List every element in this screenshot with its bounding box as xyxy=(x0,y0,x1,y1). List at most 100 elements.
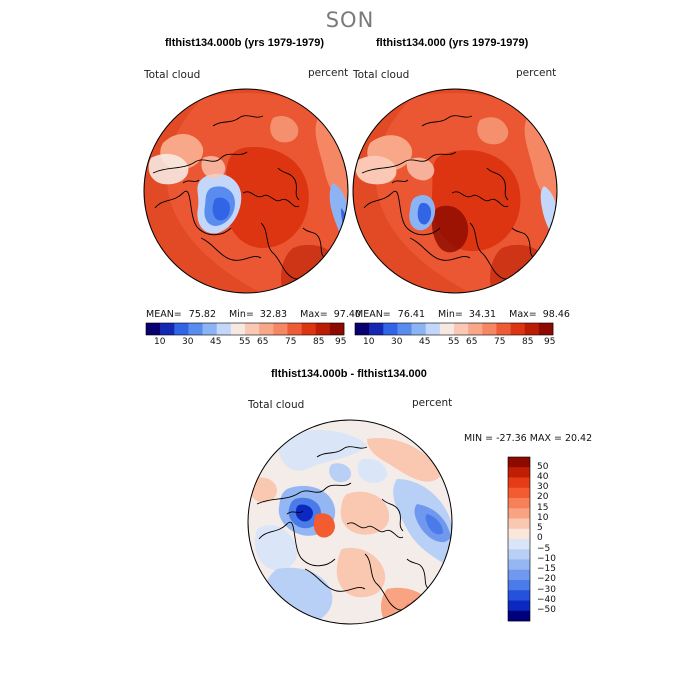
cbar1-swatch-10 xyxy=(287,323,302,335)
cbar2-swatch-3 xyxy=(397,323,412,335)
panel1-min-value: 32.83 xyxy=(259,309,288,320)
diff-legend-swatch-8 xyxy=(508,539,530,550)
panel2-min-value: 34.31 xyxy=(468,309,497,320)
cbar2-swatch-4 xyxy=(411,323,427,335)
cbar1-swatch-4 xyxy=(202,323,218,335)
diff-legend-swatch-1 xyxy=(508,467,530,478)
diff-polar-map xyxy=(247,419,453,625)
cbar2-swatch-0 xyxy=(355,323,370,335)
panel1-min-label: Min= xyxy=(229,309,254,320)
cbar1-tick-2: 45 xyxy=(210,337,222,347)
cbar1-tick-7: 95 xyxy=(335,337,347,347)
cbar1-tick-3: 55 xyxy=(239,337,251,347)
diff-legend-swatch-5 xyxy=(508,508,530,519)
cbar1-swatch-0 xyxy=(146,323,161,335)
cbar1-tick-0: 10 xyxy=(154,337,166,347)
cbar2-swatch-12 xyxy=(524,323,540,335)
dleg-tick-0: 50 xyxy=(537,462,549,472)
dleg-tick-8: −5 xyxy=(537,544,551,554)
dleg-tick-6: 5 xyxy=(537,523,543,533)
dleg-tick-9: −10 xyxy=(537,554,556,564)
diff-colorbar-ticks: 50 40 30 20 15 10 5 0 −5 −10 −15 −20 −30… xyxy=(537,457,577,627)
diff-colorbar xyxy=(507,456,531,622)
cbar1-swatch-1 xyxy=(160,323,175,335)
diff-legend-swatch-4 xyxy=(508,498,530,509)
dleg-tick-11: −20 xyxy=(537,574,556,584)
cbar1-tick-6: 85 xyxy=(313,337,325,347)
diff-legend-swatch-11 xyxy=(508,569,530,581)
panel2-colorbar-ticks: 10 30 45 55 65 75 85 95 xyxy=(355,337,556,349)
diff-legend-swatch-9 xyxy=(508,549,530,560)
dleg-tick-3: 20 xyxy=(537,492,549,502)
panel2-variable-label: Total cloud xyxy=(353,69,410,81)
dleg-tick-12: −30 xyxy=(537,585,556,595)
season-title: SON xyxy=(325,8,375,32)
cbar1-swatch-9 xyxy=(273,323,288,335)
cbar2-swatch-9 xyxy=(482,323,497,335)
cbar2-tick-6: 85 xyxy=(522,337,534,347)
cbar1-tick-5: 75 xyxy=(285,337,297,347)
panel1-mean-label: MEAN= xyxy=(146,309,182,320)
diff-legend-swatch-3 xyxy=(508,487,530,499)
cbar2-tick-5: 75 xyxy=(494,337,506,347)
cbar1-swatch-11 xyxy=(301,323,317,335)
diff-title: flthist134.000b - flthist134.000 xyxy=(271,368,427,380)
cbar1-swatch-12 xyxy=(315,323,331,335)
diff-units-label: percent xyxy=(412,397,453,409)
dleg-tick-2: 30 xyxy=(537,482,549,492)
dleg-tick-4: 15 xyxy=(537,503,549,513)
diff-legend-swatch-0 xyxy=(508,457,530,468)
panel2-max-label: Max= xyxy=(509,309,537,320)
cbar1-swatch-7 xyxy=(245,323,260,335)
cbar2-swatch-8 xyxy=(468,323,483,335)
cbar2-swatch-5 xyxy=(425,323,441,335)
diff-legend-swatch-7 xyxy=(508,528,530,540)
dleg-tick-7: 0 xyxy=(537,533,543,543)
cbar2-swatch-11 xyxy=(510,323,526,335)
cbar2-tick-7: 95 xyxy=(544,337,556,347)
panel1-mean-value: 75.82 xyxy=(188,309,216,320)
cbar2-swatch-10 xyxy=(496,323,511,335)
panel1-colorbar xyxy=(145,322,345,336)
cbar1-swatch-3 xyxy=(188,323,203,335)
dleg-tick-14: −50 xyxy=(537,605,556,615)
diff-legend-swatch-15 xyxy=(508,610,530,622)
panel2-mean-value: 76.41 xyxy=(397,309,425,320)
diff-min-max: MIN = -27.36 MAX = 20.42 xyxy=(464,433,593,444)
dleg-tick-5: 10 xyxy=(537,513,549,523)
diff-legend-swatch-14 xyxy=(508,600,530,612)
diff-legend-swatch-2 xyxy=(508,477,530,489)
diff-legend-swatch-6 xyxy=(508,518,530,530)
panel1-variable-label: Total cloud xyxy=(144,69,201,81)
cbar1-border xyxy=(145,322,345,336)
cbar2-swatch-13 xyxy=(538,323,554,335)
panel2-max-value: 98.46 xyxy=(542,309,570,320)
dleg-tick-10: −15 xyxy=(537,564,556,574)
cbar2-tick-4: 65 xyxy=(466,337,478,347)
cbar1-tick-4: 65 xyxy=(257,337,269,347)
cbar1-swatch-5 xyxy=(216,323,232,335)
panel1-stats: MEAN= 75.82 Min= 32.83 Max= 97.40 xyxy=(146,309,361,320)
panel2-stats: MEAN= 76.41 Min= 34.31 Max= 98.46 xyxy=(355,309,570,320)
cbar2-tick-3: 55 xyxy=(448,337,460,347)
dleg-tick-1: 40 xyxy=(537,472,549,482)
cbar2-swatch-6 xyxy=(439,323,455,335)
panel1-units-label: percent xyxy=(308,67,349,79)
panel1-max-value: 97.40 xyxy=(333,309,361,320)
diff-legend-swatch-10 xyxy=(508,559,530,571)
panel2-min-label: Min= xyxy=(438,309,463,320)
diff-legend-swatch-12 xyxy=(508,580,530,591)
panel2-polar-map xyxy=(352,88,558,294)
dleg-tick-13: −40 xyxy=(537,595,556,605)
panel2-mean-label: MEAN= xyxy=(355,309,391,320)
panel1-polar-map xyxy=(143,88,349,294)
panel1-colorbar-ticks: 10 30 45 55 65 75 85 95 xyxy=(146,337,347,349)
cbar2-swatch-2 xyxy=(383,323,398,335)
panel2-colorbar xyxy=(354,322,554,336)
diff-variable-label: Total cloud xyxy=(248,399,305,411)
cbar2-swatch-7 xyxy=(454,323,469,335)
diff-legend-swatch-13 xyxy=(508,590,530,601)
cbar1-swatch-6 xyxy=(230,323,246,335)
panel1-title: flthist134.000b (yrs 1979-1979) xyxy=(165,37,324,49)
